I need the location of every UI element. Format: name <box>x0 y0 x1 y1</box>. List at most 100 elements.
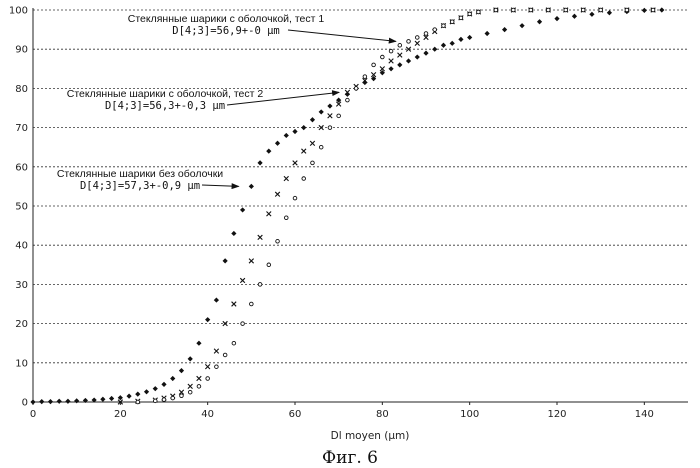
point-x <box>405 46 412 52</box>
point-diamond <box>152 386 158 392</box>
point-diamond <box>554 16 560 22</box>
point-circle <box>249 301 254 307</box>
point-circle <box>301 176 306 181</box>
point-diamond <box>659 7 665 13</box>
point-x <box>292 160 298 166</box>
point-diamond <box>432 46 438 52</box>
point-diamond <box>589 11 595 17</box>
point-circle <box>196 384 202 389</box>
point-x <box>362 77 368 84</box>
point-diamond <box>405 58 412 64</box>
point-circle <box>511 7 516 13</box>
y-tick-label: 30 <box>15 280 28 291</box>
x-tick-labels: 0 20 40 60 80 100 120 140 <box>30 409 654 420</box>
point-diamond <box>362 79 368 86</box>
annotations: Стеклянные шарики с оболочкой, тест 1D[4… <box>57 13 397 192</box>
point-circle <box>231 340 237 346</box>
point-diamond <box>283 132 289 139</box>
x-tick-label: 40 <box>201 409 214 420</box>
point-circle <box>563 7 568 13</box>
point-diamond <box>196 340 202 346</box>
x-tick-label: 20 <box>114 409 127 420</box>
x-tick-label: 140 <box>635 409 654 420</box>
point-x <box>248 258 255 264</box>
point-diamond <box>397 62 403 68</box>
y-tick-label: 90 <box>15 45 28 56</box>
y-tick-label: 20 <box>15 319 28 330</box>
point-diamond <box>484 30 490 37</box>
point-diamond <box>47 399 54 405</box>
annotation-arrow <box>226 90 341 106</box>
annotation-1: Стеклянные шарики с оболочкой, тест 1D[4… <box>128 13 397 44</box>
point-diamond <box>571 13 578 19</box>
point-circle <box>546 7 551 13</box>
point-circle <box>458 15 464 21</box>
point-x <box>327 113 333 119</box>
point-x <box>335 101 342 107</box>
annotation-2: Стеклянные шарики с оболочкой, тест 2D[4… <box>67 88 341 112</box>
point-x <box>231 301 237 307</box>
point-diamond <box>458 36 464 42</box>
point-circle <box>415 35 420 40</box>
point-diamond <box>231 230 237 237</box>
figure-caption: Фиг. 6 <box>322 448 378 468</box>
point-circle <box>275 239 280 244</box>
point-diamond <box>74 398 80 404</box>
point-diamond <box>248 183 254 189</box>
point-circle <box>266 262 272 268</box>
point-diamond <box>161 381 167 387</box>
point-diamond <box>467 34 473 41</box>
x-axis-label: Dl moyen (µm) <box>331 430 410 442</box>
point-diamond <box>143 389 150 395</box>
point-diamond <box>292 128 298 135</box>
point-diamond <box>309 117 316 123</box>
point-circle <box>362 74 368 79</box>
grid-lines <box>33 9 688 364</box>
annotation-value: D[4;3]=56,3+-0,3 µm <box>105 100 225 112</box>
point-diamond <box>327 103 333 109</box>
annotation-3: Стеклянные шарики без оболочкиD[4;3]=57,… <box>57 168 240 192</box>
point-circle <box>214 364 219 369</box>
point-circle <box>380 54 385 60</box>
point-x <box>414 40 420 47</box>
point-x <box>318 124 324 131</box>
point-diamond <box>170 375 176 382</box>
point-x <box>187 383 193 390</box>
point-x <box>379 66 386 72</box>
point-circle <box>432 27 437 32</box>
annotation-arrow <box>287 29 397 44</box>
point-diamond <box>336 97 342 103</box>
point-diamond <box>135 391 141 397</box>
point-diamond <box>30 399 36 405</box>
point-x <box>423 34 429 41</box>
point-x <box>301 148 307 154</box>
point-diamond <box>56 398 62 404</box>
point-diamond <box>100 396 106 402</box>
point-circle <box>179 393 184 398</box>
x-tick-label: 80 <box>376 409 389 420</box>
point-diamond <box>65 398 71 404</box>
data-points <box>30 7 665 405</box>
point-diamond <box>109 395 115 402</box>
point-circle <box>493 7 499 13</box>
y-tick-label: 10 <box>15 358 28 369</box>
point-diamond <box>178 368 185 374</box>
point-x <box>388 58 394 64</box>
point-circle <box>327 125 333 130</box>
point-diamond <box>274 140 281 146</box>
x-tick-label: 60 <box>289 409 302 420</box>
point-diamond <box>257 160 263 166</box>
point-diamond <box>240 207 246 213</box>
point-circle <box>153 398 158 404</box>
y-tick-label: 0 <box>22 398 28 409</box>
point-circle <box>318 144 324 150</box>
point-diamond <box>414 54 420 60</box>
point-circle <box>598 7 603 13</box>
point-circle <box>345 97 350 103</box>
point-x <box>213 348 220 354</box>
point-circle <box>205 376 210 381</box>
y-tick-label: 70 <box>15 123 28 134</box>
point-x <box>204 364 211 370</box>
point-diamond <box>502 27 508 33</box>
annotation-label: Стеклянные шарики с оболочкой, тест 2 <box>67 88 264 100</box>
